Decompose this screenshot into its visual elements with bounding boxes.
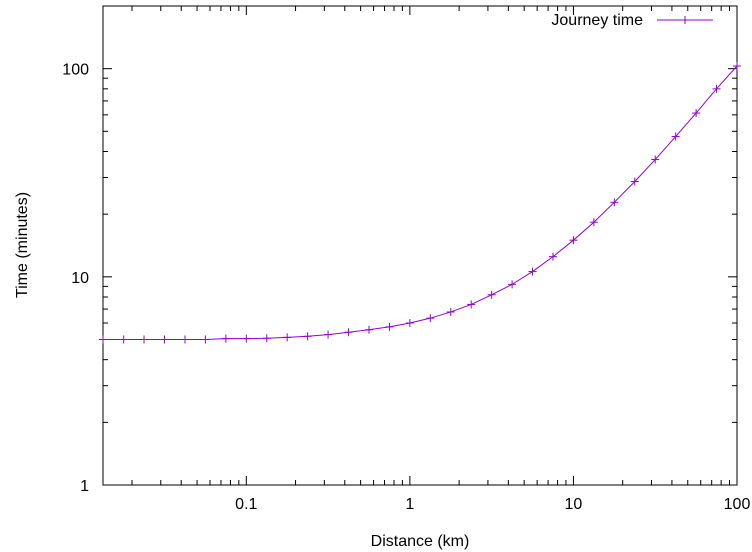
- data-point: [119, 335, 128, 344]
- data-point: [630, 177, 639, 186]
- data-point: [405, 319, 414, 328]
- data-point: [426, 314, 435, 323]
- x-tick-label-100: 100: [724, 496, 751, 513]
- data-point: [99, 335, 107, 344]
- data-point: [467, 300, 476, 309]
- data-point: [364, 325, 373, 334]
- data-point: [446, 307, 455, 316]
- data-point: [610, 198, 619, 207]
- data-point: [548, 252, 557, 261]
- x-tick-label-10: 10: [565, 496, 583, 513]
- data-point: [324, 330, 333, 339]
- data-point: [283, 333, 292, 342]
- data-point: [692, 109, 701, 118]
- legend-marker-journey-time: [681, 16, 689, 24]
- data-point: [262, 334, 271, 343]
- series-line-journey-time: [103, 65, 738, 340]
- data-point: [303, 332, 312, 341]
- data-point: [712, 84, 721, 93]
- x-tick-label-1: 1: [405, 496, 414, 513]
- data-point: [733, 61, 741, 70]
- y-axis-ticks: 1 10 100: [62, 5, 737, 495]
- y-axis-label: Time (minutes): [14, 192, 31, 298]
- data-point: [385, 322, 394, 331]
- data-point: [221, 334, 230, 343]
- data-point: [344, 328, 353, 337]
- plot-area: [102, 5, 738, 486]
- data-point: [569, 236, 578, 245]
- data-point: [589, 218, 598, 227]
- data-point: [140, 335, 149, 344]
- legend-plus-marker: [681, 16, 689, 24]
- data-point: [671, 132, 680, 141]
- data-point: [242, 334, 251, 343]
- data-point: [181, 335, 190, 344]
- legend-label-journey-time: Journey time: [551, 12, 643, 29]
- data-point: [201, 335, 210, 344]
- x-axis-ticks: 0.1 1 10 100: [131, 6, 751, 513]
- x-tick-label-0-1: 0.1: [235, 496, 257, 513]
- data-point: [528, 267, 537, 276]
- data-point: [508, 280, 517, 289]
- legend: Journey time: [551, 12, 713, 29]
- y-tick-label-1: 1: [80, 478, 89, 495]
- y-tick-label-10: 10: [71, 270, 89, 287]
- data-point: [487, 290, 496, 299]
- x-axis-label: Distance (km): [371, 533, 470, 550]
- data-point: [160, 335, 169, 344]
- series-layer: [99, 61, 741, 344]
- plot-frame: [102, 5, 738, 486]
- data-point: [651, 155, 660, 164]
- y-tick-label-100: 100: [62, 62, 89, 79]
